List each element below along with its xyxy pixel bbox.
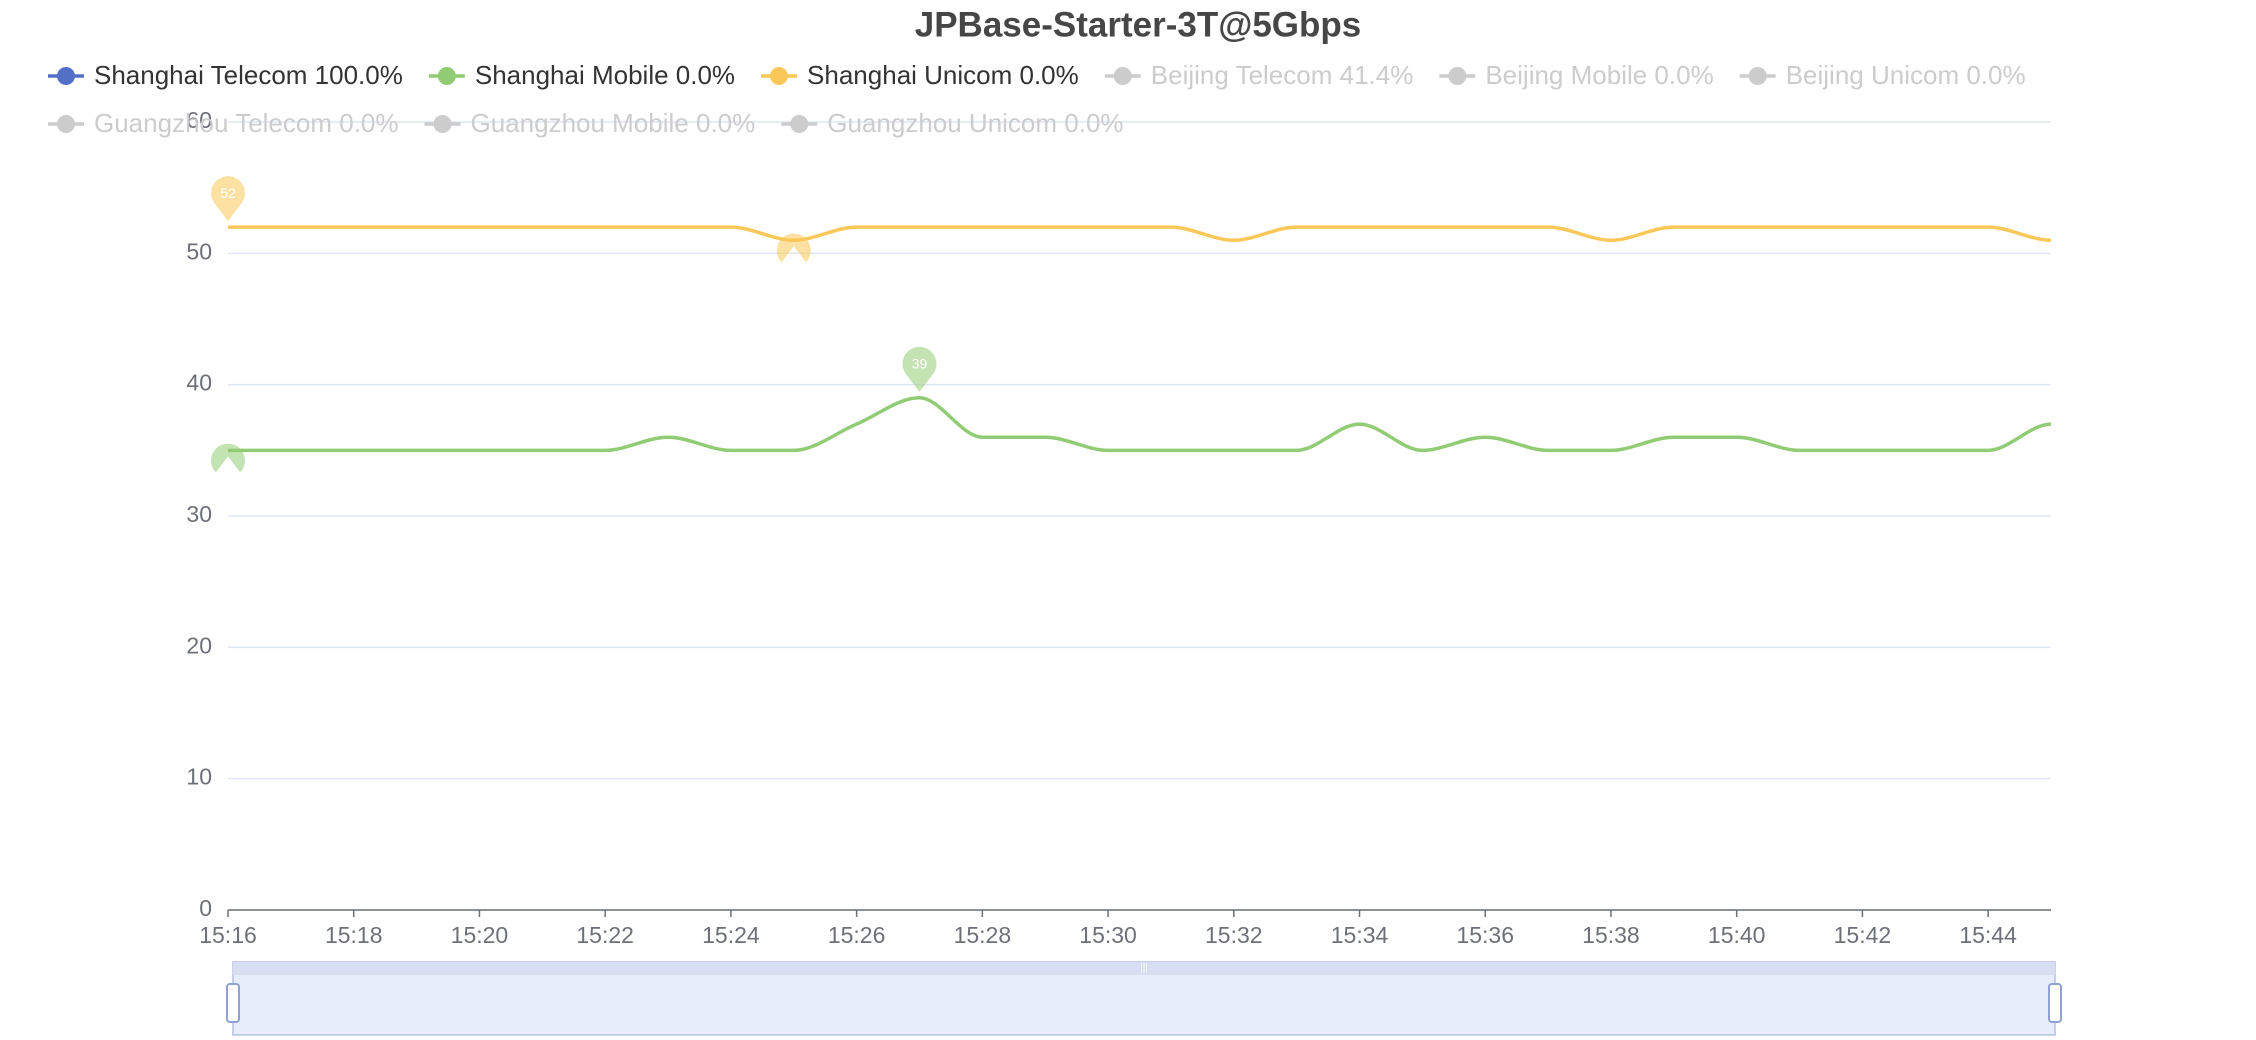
legend-label: Shanghai Unicom 0.0% bbox=[807, 60, 1079, 90]
y-tick-label: 30 bbox=[186, 501, 212, 527]
legend-item[interactable]: Guangzhou Unicom 0.0% bbox=[781, 108, 1124, 138]
mark-point: 39 bbox=[902, 346, 937, 392]
legend-dot bbox=[790, 115, 809, 133]
x-tick-label: 15:18 bbox=[325, 922, 383, 948]
legend-dot bbox=[770, 67, 789, 85]
mark-pin bbox=[902, 346, 937, 392]
mark-point: 35 bbox=[211, 443, 245, 492]
mark-point: 52 bbox=[211, 176, 245, 222]
mark-pin bbox=[211, 176, 245, 222]
legend-item[interactable]: Beijing Telecom 41.4% bbox=[1104, 60, 1414, 90]
x-tick-label: 15:30 bbox=[1079, 922, 1137, 948]
series-line bbox=[228, 396, 2052, 453]
mark-label: 52 bbox=[220, 185, 236, 201]
x-tick-label: 15:22 bbox=[576, 922, 634, 948]
legend-item[interactable]: Beijing Unicom 0.0% bbox=[1739, 60, 2026, 90]
legend-item[interactable]: Shanghai Mobile 0.0% bbox=[428, 60, 735, 90]
mark-point: 51 bbox=[776, 233, 811, 282]
legend-label: Guangzhou Mobile 0.0% bbox=[471, 108, 756, 138]
y-tick-label: 50 bbox=[186, 238, 212, 264]
legend-dot bbox=[1448, 67, 1467, 85]
x-tick-label: 15:38 bbox=[1582, 922, 1640, 948]
legend-dot bbox=[57, 67, 75, 85]
legend-item[interactable]: Beijing Mobile 0.0% bbox=[1439, 60, 1714, 90]
legend-dot bbox=[433, 115, 452, 133]
legend-label: Guangzhou Unicom 0.0% bbox=[827, 108, 1123, 138]
legend-item[interactable]: Shanghai Telecom 100.0% bbox=[48, 60, 403, 90]
legend-dot bbox=[437, 67, 456, 85]
series-line bbox=[228, 225, 2052, 242]
legend-dot bbox=[1113, 67, 1132, 85]
x-tick-label: 15:24 bbox=[702, 922, 760, 948]
y-tick-label: 0 bbox=[199, 895, 212, 921]
mark-pin bbox=[776, 233, 811, 263]
x-tick-label: 15:16 bbox=[199, 922, 257, 948]
y-tick-label: 20 bbox=[186, 632, 212, 658]
legend-label: Shanghai Mobile 0.0% bbox=[475, 60, 735, 90]
mark-label: 51 bbox=[786, 266, 802, 282]
zoom-grip: ||| bbox=[1140, 963, 1148, 974]
zoom-handle[interactable] bbox=[2048, 983, 2062, 1023]
legend-item[interactable]: Shanghai Unicom 0.0% bbox=[761, 60, 1079, 90]
legend-label: Guangzhou Telecom 0.0% bbox=[94, 108, 399, 138]
y-tick-label: 40 bbox=[186, 370, 212, 396]
x-tick-label: 15:32 bbox=[1205, 922, 1263, 948]
legend-label: Beijing Unicom 0.0% bbox=[1786, 60, 2026, 90]
mark-pin bbox=[211, 443, 245, 473]
legend-label: Beijing Telecom 41.4% bbox=[1151, 60, 1414, 90]
zoom-handle[interactable] bbox=[226, 983, 240, 1023]
x-tick-label: 15:28 bbox=[954, 922, 1012, 948]
x-tick-label: 15:26 bbox=[828, 922, 886, 948]
x-tick-label: 15:20 bbox=[451, 922, 509, 948]
legend-item[interactable]: Guangzhou Telecom 0.0% bbox=[48, 108, 399, 138]
legend-label: Shanghai Telecom 100.0% bbox=[94, 60, 403, 90]
mark-label: 39 bbox=[912, 356, 928, 372]
zoom-top-bar[interactable] bbox=[233, 962, 2055, 975]
x-tick-label: 15:40 bbox=[1708, 922, 1766, 948]
legend-item[interactable]: Guangzhou Mobile 0.0% bbox=[424, 108, 756, 138]
legend-dot bbox=[1748, 67, 1767, 85]
y-tick-label: 10 bbox=[186, 764, 212, 790]
chart-title: JPBase-Starter-3T@5Gbps bbox=[915, 5, 1362, 44]
legend-label: Beijing Mobile 0.0% bbox=[1485, 60, 1713, 90]
y-tick-label: 60 bbox=[186, 107, 212, 133]
x-tick-label: 15:36 bbox=[1456, 922, 1514, 948]
legend-dot bbox=[57, 115, 75, 133]
x-tick-label: 15:34 bbox=[1331, 922, 1389, 948]
mark-label: 35 bbox=[220, 476, 236, 492]
x-tick-label: 15:42 bbox=[1834, 922, 1892, 948]
x-tick-label: 15:44 bbox=[1959, 922, 2017, 948]
